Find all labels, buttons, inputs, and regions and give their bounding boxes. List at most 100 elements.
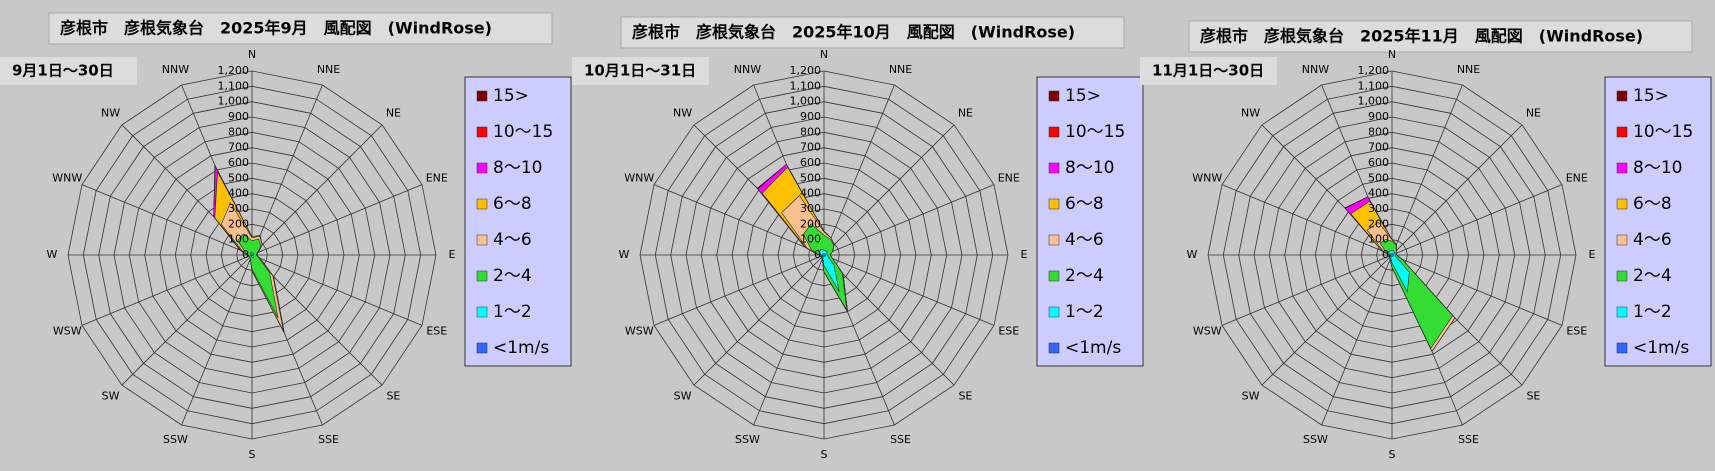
legend-swatch bbox=[1048, 162, 1060, 174]
direction-label: N bbox=[820, 48, 828, 61]
spoke bbox=[1261, 254, 1393, 386]
spoke bbox=[1221, 254, 1393, 326]
direction-label: NW bbox=[101, 107, 120, 120]
legend-label: 6～8 bbox=[493, 194, 532, 214]
legend-swatch bbox=[476, 90, 488, 102]
legend-label: 15> bbox=[493, 86, 529, 106]
r-tick-label: 1,000 bbox=[1358, 95, 1390, 108]
legend-label: 2～4 bbox=[1633, 266, 1672, 286]
legend-swatch bbox=[1048, 126, 1060, 138]
direction-label: W bbox=[1187, 248, 1198, 261]
spoke bbox=[121, 254, 253, 386]
legend-box bbox=[1604, 76, 1712, 367]
legend-label: 2～4 bbox=[1065, 266, 1104, 286]
legend-swatch bbox=[476, 126, 488, 138]
direction-label: SSE bbox=[1458, 433, 1479, 446]
legend-swatch bbox=[476, 306, 488, 318]
direction-label: E bbox=[1589, 248, 1596, 261]
spoke bbox=[653, 254, 825, 326]
direction-label: S bbox=[249, 448, 256, 461]
title-box bbox=[620, 16, 1125, 49]
legend-label: 4～6 bbox=[493, 230, 532, 250]
direction-label: N bbox=[248, 48, 256, 61]
r-tick-label: 900 bbox=[1368, 110, 1389, 123]
subtitle-box bbox=[0, 57, 137, 85]
direction-label: WSW bbox=[1193, 325, 1222, 338]
r-tick-label: 1,200 bbox=[1358, 64, 1390, 77]
spoke bbox=[81, 254, 253, 326]
r-tick-label: 400 bbox=[1368, 187, 1389, 200]
subtitle-box bbox=[572, 57, 709, 85]
direction-label: NNE bbox=[317, 63, 340, 76]
legend-swatch bbox=[1616, 342, 1628, 354]
spoke bbox=[823, 254, 995, 326]
legend-swatch bbox=[1048, 234, 1060, 246]
r-tick-label: 700 bbox=[800, 141, 821, 154]
r-tick-label: 200 bbox=[800, 217, 821, 230]
direction-label: NNW bbox=[734, 63, 761, 76]
wind-area bbox=[237, 233, 279, 318]
direction-label: SSW bbox=[1303, 433, 1328, 446]
spoke bbox=[823, 124, 955, 256]
r-tick-label: 200 bbox=[228, 217, 249, 230]
r-tick-label: 500 bbox=[1368, 171, 1389, 184]
chart-title: 彦根市 彦根気象台 2025年10月 風配図 (WindRose) bbox=[632, 23, 1075, 42]
spoke bbox=[81, 184, 253, 256]
direction-label: NW bbox=[673, 107, 692, 120]
r-tick-label: 400 bbox=[228, 187, 249, 200]
direction-label: S bbox=[1389, 448, 1396, 461]
r-tick-label: 1,000 bbox=[790, 95, 822, 108]
legend-label: 1～2 bbox=[1065, 302, 1104, 322]
legend-swatch bbox=[1048, 342, 1060, 354]
chart-subtitle: 9月1日～30日 bbox=[12, 62, 114, 80]
direction-label: ENE bbox=[1566, 171, 1588, 184]
legend-swatch bbox=[476, 270, 488, 282]
r-tick-label: 500 bbox=[228, 171, 249, 184]
wind-area bbox=[822, 253, 826, 257]
legend-label: <1m/s bbox=[1065, 338, 1121, 358]
direction-label: E bbox=[449, 248, 456, 261]
direction-label: SW bbox=[102, 389, 120, 402]
legend-swatch bbox=[476, 342, 488, 354]
spoke bbox=[1391, 184, 1563, 256]
direction-label: N bbox=[1388, 48, 1396, 61]
wind-area bbox=[819, 248, 840, 292]
direction-label: NE bbox=[958, 107, 973, 120]
direction-label: NE bbox=[1526, 107, 1541, 120]
legend-swatch bbox=[1048, 306, 1060, 318]
r-tick-label: 100 bbox=[1368, 233, 1389, 246]
title-box bbox=[48, 12, 553, 45]
chart-title: 彦根市 彦根気象台 2025年9月 風配図 (WindRose) bbox=[60, 19, 492, 38]
direction-label: S bbox=[821, 448, 828, 461]
direction-label: ESE bbox=[998, 325, 1019, 338]
spoke bbox=[693, 254, 825, 386]
legend-label: 8～10 bbox=[1065, 158, 1114, 178]
r-tick-label: 300 bbox=[800, 202, 821, 215]
r-tick-label: 400 bbox=[800, 187, 821, 200]
r-tick-label: 0 bbox=[242, 248, 249, 261]
r-tick-label: 600 bbox=[228, 156, 249, 169]
legend-box bbox=[464, 76, 572, 367]
r-tick-label: 800 bbox=[228, 125, 249, 138]
spoke bbox=[1321, 254, 1393, 426]
chart-subtitle: 11月1日～30日 bbox=[1152, 62, 1264, 80]
legend-swatch bbox=[476, 162, 488, 174]
r-tick-label: 0 bbox=[1382, 248, 1389, 261]
r-tick-label: 1,000 bbox=[218, 95, 250, 108]
legend-swatch bbox=[1616, 234, 1628, 246]
legend-label: 15> bbox=[1065, 86, 1101, 106]
direction-label: E bbox=[1021, 248, 1028, 261]
direction-label: WNW bbox=[52, 171, 82, 184]
direction-label: SW bbox=[674, 389, 692, 402]
legend-swatch bbox=[1616, 90, 1628, 102]
legend-swatch bbox=[476, 198, 488, 210]
wind-area bbox=[1390, 253, 1394, 257]
wind-area bbox=[251, 254, 253, 256]
direction-label: SSE bbox=[890, 433, 911, 446]
r-tick-label: 900 bbox=[800, 110, 821, 123]
legend-label: 4～6 bbox=[1633, 230, 1672, 250]
chart-panel: 彦根市 彦根気象台 2025年10月 風配図 (WindRose) 10月1日～3… bbox=[572, 16, 1144, 461]
r-tick-label: 800 bbox=[800, 125, 821, 138]
r-tick-label: 1,100 bbox=[218, 79, 250, 92]
